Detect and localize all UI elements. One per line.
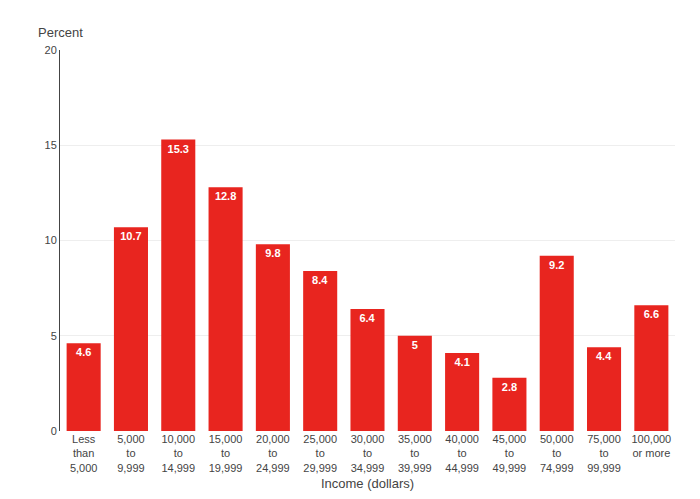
svg-text:25,000to29,999: 25,000to29,999: [303, 433, 337, 474]
svg-text:15.3: 15.3: [168, 143, 189, 155]
svg-text:10,000to14,999: 10,000to14,999: [161, 433, 195, 474]
svg-text:20,000to24,999: 20,000to24,999: [256, 433, 290, 474]
svg-text:5: 5: [51, 330, 57, 342]
svg-text:30,000to34,999: 30,000to34,999: [351, 433, 385, 474]
svg-text:20: 20: [45, 44, 57, 56]
svg-text:Percent: Percent: [38, 25, 83, 40]
svg-text:6.6: 6.6: [644, 308, 659, 320]
svg-text:0: 0: [51, 425, 57, 437]
svg-text:4.6: 4.6: [76, 346, 91, 358]
svg-text:15,000to19,999: 15,000to19,999: [209, 433, 243, 474]
svg-text:100,000or more: 100,000or more: [631, 433, 671, 459]
svg-text:10: 10: [45, 234, 57, 246]
svg-text:45,000to49,999: 45,000to49,999: [493, 433, 527, 474]
svg-text:40,000to44,999: 40,000to44,999: [445, 433, 479, 474]
svg-text:75,000to99,999: 75,000to99,999: [587, 433, 621, 474]
svg-text:5,000to9,999: 5,000to9,999: [117, 433, 145, 474]
svg-text:4.1: 4.1: [454, 356, 469, 368]
svg-text:4.4: 4.4: [596, 350, 612, 362]
svg-text:6.4: 6.4: [359, 312, 375, 324]
svg-text:5: 5: [412, 339, 418, 351]
svg-text:Lessthan5,000: Lessthan5,000: [70, 433, 98, 474]
svg-text:35,000to39,999: 35,000to39,999: [398, 433, 432, 474]
svg-text:10.7: 10.7: [120, 230, 141, 242]
svg-text:12.8: 12.8: [215, 190, 236, 202]
svg-text:9.2: 9.2: [549, 259, 564, 271]
svg-text:2.8: 2.8: [502, 381, 517, 393]
svg-text:15: 15: [45, 139, 57, 151]
svg-text:9.8: 9.8: [265, 247, 280, 259]
svg-text:Income (dollars): Income (dollars): [321, 476, 414, 491]
svg-text:8.4: 8.4: [312, 274, 328, 286]
svg-text:50,000to74,999: 50,000to74,999: [540, 433, 574, 474]
